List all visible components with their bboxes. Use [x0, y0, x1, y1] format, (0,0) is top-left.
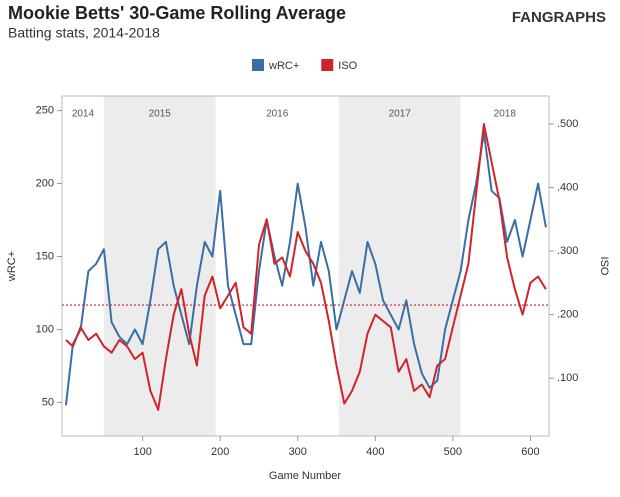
legend-label: wRC+ [268, 60, 299, 72]
y2-tick-label: .500 [557, 118, 578, 130]
season-band [338, 96, 461, 436]
x-tick-label: 600 [521, 446, 539, 458]
x-tick-label: 500 [444, 446, 462, 458]
y2-tick-label: .200 [557, 309, 578, 321]
x-tick-label: 100 [133, 446, 151, 458]
season-label: 2016 [266, 109, 289, 120]
legend-swatch [252, 59, 264, 71]
legend-label: ISO [338, 60, 357, 72]
season-label: 2014 [72, 109, 95, 120]
season-label: 2018 [494, 109, 517, 120]
y2-axis-label: ISO [598, 257, 610, 276]
y-tick-label: 200 [36, 177, 54, 189]
chart-title: Mookie Betts' 30-Game Rolling Average [8, 3, 346, 23]
y-tick-label: 100 [36, 323, 54, 335]
legend-swatch [321, 59, 334, 71]
y-tick-label: 50 [42, 396, 54, 408]
source-logo: FANGRAPHS [512, 9, 606, 26]
season-band [103, 96, 216, 436]
x-tick-label: 400 [366, 446, 384, 458]
chart-subtitle: Batting stats, 2014-2018 [8, 25, 160, 41]
x-tick-label: 300 [289, 446, 307, 458]
y2-tick-label: .100 [557, 372, 578, 384]
x-tick-label: 200 [211, 446, 229, 458]
series-line [65, 123, 547, 411]
y2-tick-label: .300 [557, 245, 578, 257]
y-tick-label: 150 [36, 250, 54, 262]
y-axis-label: wRC+ [6, 251, 18, 282]
season-label: 2015 [149, 109, 172, 120]
y2-tick-label: .400 [557, 181, 578, 193]
series-line [64, 131, 547, 406]
x-axis-label: Game Number [269, 470, 341, 482]
plot-frame [61, 95, 550, 437]
season-label: 2017 [389, 109, 412, 120]
y-tick-label: 250 [36, 104, 54, 116]
